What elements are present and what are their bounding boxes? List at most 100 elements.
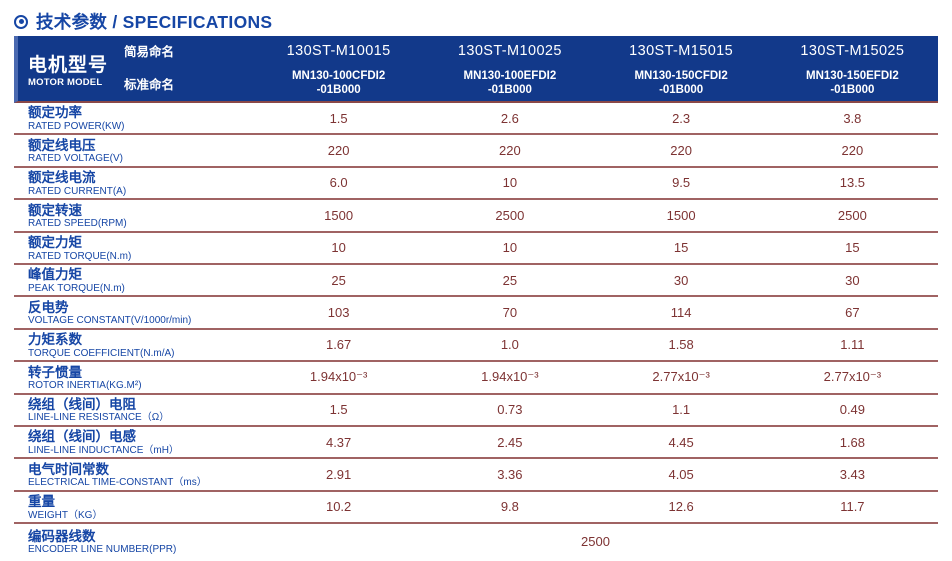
row-label: 额定力矩 RATED TORQUE(N.m) bbox=[14, 233, 253, 263]
spec-row: 绕组（线间）电阻 LINE-LINE RESISTANCE（Ω） 1.5 0.7… bbox=[14, 395, 938, 427]
spec-value-col2: 2.6 bbox=[500, 110, 519, 126]
row-label-zh: 额定转速 bbox=[28, 202, 82, 218]
model-standard-name: MN130-100CFDI2 -01B000 bbox=[253, 65, 424, 101]
header-title-zh: 电机型号 bbox=[28, 54, 109, 76]
spec-value-col4: 67 bbox=[845, 305, 860, 321]
row-label-zh: 反电势 bbox=[28, 299, 69, 315]
row-label-en: VOLTAGE CONSTANT(V/1000r/min) bbox=[28, 315, 192, 327]
spec-row: 转子惯量 ROTOR INERTIA(KG.M²) 1.94x10⁻³ 1.94… bbox=[14, 362, 938, 395]
spec-value-col2: 10 bbox=[502, 240, 518, 256]
spec-value-col3: 220 bbox=[670, 143, 692, 159]
spec-row: 重量 WEIGHT（KG） 10.2 9.8 12.6 11.7 bbox=[14, 492, 938, 525]
row-label: 额定线电压 RATED VOLTAGE(V) bbox=[14, 135, 253, 165]
spec-value-col1: 6.0 bbox=[329, 175, 348, 191]
spec-value-col4: 11.7 bbox=[840, 499, 865, 515]
spec-value-col4: 220 bbox=[841, 143, 864, 159]
row-label-zh: 电气时间常数 bbox=[28, 461, 109, 477]
spec-value-col1: 4.37 bbox=[325, 434, 352, 450]
spec-value-col4: 30 bbox=[845, 272, 860, 288]
spec-value-col4: 3.43 bbox=[839, 466, 866, 482]
spec-row: 额定线电流 RATED CURRENT(A) 6.0 10 9.5 13.5 bbox=[14, 168, 938, 201]
spec-value-col3: 4.05 bbox=[668, 466, 694, 482]
row-label: 峰值力矩 PEAK TORQUE(N.m) bbox=[14, 265, 253, 295]
spec-row: 峰值力矩 PEAK TORQUE(N.m) 25 25 30 30 bbox=[14, 265, 938, 298]
row-label: 绕组（线间）电阻 LINE-LINE RESISTANCE（Ω） bbox=[14, 395, 253, 425]
header-model-columns: 130ST-M10015 MN130-100CFDI2 -01B000 130S… bbox=[253, 36, 938, 101]
row-label-zh: 绕组（线间）电阻 bbox=[28, 396, 136, 412]
spec-row: 反电势 VOLTAGE CONSTANT(V/1000r/min) 103 70… bbox=[14, 297, 938, 330]
model-column: 130ST-M15025 MN130-150EFDI2 -01B000 bbox=[767, 36, 938, 101]
spec-value-col1: 1500 bbox=[324, 207, 354, 223]
spec-table-body: 额定功率 RATED POWER(KW) 1.5 2.6 2.3 3.8 额定线… bbox=[14, 103, 938, 559]
spec-value-col1: 1.5 bbox=[329, 402, 348, 418]
spec-row: 电气时间常数 ELECTRICAL TIME-CONSTANT（ms） 2.91… bbox=[14, 459, 938, 492]
spec-value-col3: 1.58 bbox=[668, 337, 694, 353]
spec-row: 额定线电压 RATED VOLTAGE(V) 220 220 220 220 bbox=[14, 135, 938, 168]
model-simple-name: 130ST-M10025 bbox=[457, 42, 562, 59]
row-label-en: RATED CURRENT(A) bbox=[28, 185, 127, 197]
model-column: 130ST-M10025 MN130-100EFDI2 -01B000 bbox=[424, 36, 595, 101]
header-title-cell: 电机型号 MOTOR MODEL bbox=[18, 36, 110, 101]
model-standard-name-line2: -01B000 bbox=[659, 84, 704, 97]
row-label-zh: 力矩系数 bbox=[28, 332, 82, 348]
model-column: 130ST-M10015 MN130-100CFDI2 -01B000 bbox=[253, 36, 424, 101]
standard-name-label: 标准命名 bbox=[124, 77, 175, 92]
spec-value-col1: 220 bbox=[327, 143, 350, 159]
spec-table: 电机型号 MOTOR MODEL 简易命名 标准命名 130ST-M10015 … bbox=[14, 36, 938, 559]
spec-value-col2: 70 bbox=[502, 305, 518, 321]
encoder-value-merged: 2500 bbox=[581, 534, 610, 550]
spec-value-col3: 114 bbox=[670, 305, 692, 321]
spec-value-col2: 1.94x10⁻³ bbox=[481, 369, 539, 385]
row-label-en: RATED TORQUE(N.m) bbox=[28, 250, 132, 262]
spec-value-col2: 220 bbox=[499, 143, 521, 159]
spec-value-col2: 10 bbox=[502, 175, 518, 191]
spec-value-col1: 1.5 bbox=[329, 110, 348, 126]
model-standard-name: MN130-100EFDI2 -01B000 bbox=[424, 65, 595, 101]
model-column: 130ST-M15015 MN130-150CFDI2 -01B000 bbox=[596, 36, 767, 101]
spec-value-col1: 103 bbox=[327, 305, 350, 321]
row-label-zh: 重量 bbox=[28, 494, 55, 510]
model-standard-name-line2: -01B000 bbox=[487, 84, 532, 97]
spec-value-col3: 1.1 bbox=[672, 402, 691, 418]
model-standard-name-line1: MN130-150CFDI2 bbox=[634, 69, 728, 82]
row-label-zh: 额定线电压 bbox=[28, 137, 96, 153]
row-label: 电气时间常数 ELECTRICAL TIME-CONSTANT（ms） bbox=[14, 459, 253, 489]
table-header: 电机型号 MOTOR MODEL 简易命名 标准命名 130ST-M10015 … bbox=[14, 36, 938, 103]
model-simple-name: 130ST-M15025 bbox=[800, 42, 905, 59]
row-label: 额定转速 RATED SPEED(RPM) bbox=[14, 200, 253, 230]
spec-value-col2: 3.36 bbox=[497, 466, 523, 482]
row-label: 绕组（线间）电感 LINE-LINE INDUCTANCE（mH） bbox=[14, 427, 253, 457]
model-standard-name: MN130-150EFDI2 -01B000 bbox=[767, 65, 938, 101]
row-label-zh: 转子惯量 bbox=[28, 364, 82, 380]
spec-row: 额定转速 RATED SPEED(RPM) 1500 2500 1500 250… bbox=[14, 200, 938, 233]
spec-value-col2: 2500 bbox=[495, 207, 525, 223]
spec-value-col3: 30 bbox=[673, 272, 689, 288]
row-label: 力矩系数 TORQUE COEFFICIENT(N.m/A) bbox=[14, 330, 253, 360]
row-label-en: ENCODER LINE NUMBER(PPR) bbox=[28, 544, 177, 556]
model-simple-name: 130ST-M10015 bbox=[286, 42, 391, 59]
page-title: 技术参数 / SPECIFICATIONS bbox=[36, 12, 273, 32]
row-label: 反电势 VOLTAGE CONSTANT(V/1000r/min) bbox=[14, 297, 253, 327]
spec-value-col1: 1.67 bbox=[325, 337, 352, 353]
row-label: 重量 WEIGHT（KG） bbox=[14, 492, 253, 522]
spec-value-col4: 1.11 bbox=[840, 337, 865, 353]
model-standard-name-line1: MN130-150EFDI2 bbox=[806, 69, 899, 82]
spec-value-col2: 9.8 bbox=[500, 499, 519, 515]
row-label-en: RATED VOLTAGE(V) bbox=[28, 153, 124, 165]
row-label-en: TORQUE COEFFICIENT(N.m/A) bbox=[28, 347, 175, 359]
spec-value-col1: 10.2 bbox=[325, 499, 352, 515]
spec-value-col4: 2.77x10⁻³ bbox=[823, 369, 882, 385]
row-label-zh: 额定力矩 bbox=[28, 235, 82, 250]
spec-value-col1: 10 bbox=[331, 240, 346, 256]
model-standard-name-line1: MN130-100EFDI2 bbox=[463, 69, 557, 82]
row-label-zh: 绕组（线间）电感 bbox=[28, 429, 136, 445]
row-label-zh: 额定功率 bbox=[28, 105, 82, 121]
model-simple-name: 130ST-M15015 bbox=[629, 42, 734, 59]
spec-value-col3: 2.77x10⁻³ bbox=[652, 369, 710, 385]
spec-row: 绕组（线间）电感 LINE-LINE INDUCTANCE（mH） 4.37 2… bbox=[14, 427, 938, 460]
row-label: 额定功率 RATED POWER(KW) bbox=[14, 103, 253, 133]
row-label: 额定线电流 RATED CURRENT(A) bbox=[14, 168, 253, 198]
row-label-en: PEAK TORQUE(N.m) bbox=[28, 282, 125, 294]
spec-row: 额定力矩 RATED TORQUE(N.m) 10 10 15 15 bbox=[14, 233, 938, 265]
row-label: 转子惯量 ROTOR INERTIA(KG.M²) bbox=[14, 362, 253, 392]
